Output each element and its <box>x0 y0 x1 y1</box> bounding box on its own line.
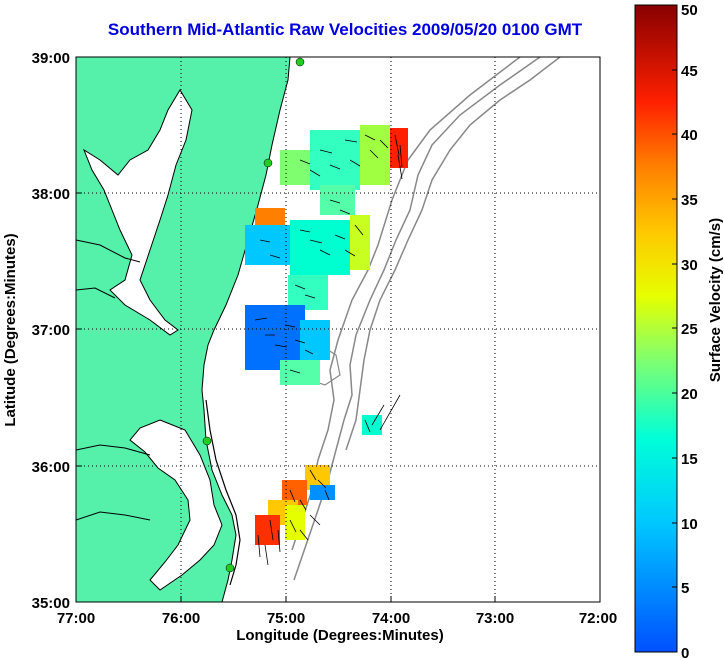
x-tick-label: 77:00 <box>57 610 95 627</box>
velocity-patch <box>280 150 310 185</box>
pamlico-sound <box>129 419 223 591</box>
colorbar-tick-label: 45 <box>681 63 698 80</box>
x-axis-label: Longitude (Degrees:Minutes) <box>236 627 444 644</box>
velocity-field <box>245 125 408 545</box>
bathymetry-contour-1000m <box>345 57 561 451</box>
colorbar-tick-label: 30 <box>681 257 698 274</box>
velocity-patch <box>320 185 355 215</box>
y-tick-label: 37:00 <box>32 322 70 339</box>
x-tick-label: 72:00 <box>579 610 617 627</box>
x-tick-label: 76:00 <box>162 610 200 627</box>
colorbar <box>634 4 678 653</box>
river-nc-1 <box>76 444 151 456</box>
velocity-patch <box>290 220 350 275</box>
chesapeake-bay <box>82 89 193 336</box>
velocity-patch <box>390 128 408 168</box>
y-tick-label: 38:00 <box>32 186 70 203</box>
radar-site-marker <box>295 57 305 67</box>
velocity-patch <box>255 208 285 228</box>
colorbar-tick-label: 20 <box>681 386 698 403</box>
colorbar-tick-label: 15 <box>681 451 698 468</box>
colorbar-label: Surface Velocity (cm/s) <box>707 218 724 382</box>
x-tick-label: 73:00 <box>476 610 514 627</box>
velocity-patch <box>245 225 290 265</box>
velocity-patch <box>280 360 320 385</box>
velocity-arrows <box>254 134 403 566</box>
colorbar-ticks <box>672 4 677 653</box>
velocity-patch <box>255 515 280 545</box>
velocity-patch <box>300 320 330 360</box>
x-tick-label: 75:00 <box>267 610 305 627</box>
velocity-patch <box>310 130 360 190</box>
colorbar-tick-label: 5 <box>681 580 689 597</box>
velocity-patch <box>350 215 370 270</box>
river-nc-2 <box>76 511 151 521</box>
map-title: Southern Mid-Atlantic Raw Velocities 200… <box>107 20 583 39</box>
radar-site-marker <box>263 158 273 168</box>
y-tick-label: 39:00 <box>32 50 70 67</box>
river-west-2 <box>76 287 116 299</box>
colorbar-tick-label: 50 <box>681 2 698 19</box>
radar-site-marker <box>225 563 235 573</box>
colorbar-tick-label: 40 <box>681 127 698 144</box>
velocity-patch <box>245 305 305 370</box>
x-tick-label: 74:00 <box>372 610 410 627</box>
velocity-patch <box>288 275 328 310</box>
colorbar-tick-label: 35 <box>681 192 698 209</box>
colorbar-tick-label: 10 <box>681 516 698 533</box>
radar-site-marker <box>202 436 212 446</box>
colorbar-tick-label: 25 <box>681 321 698 338</box>
axis-ticks <box>76 192 496 602</box>
y-tick-label: 35:00 <box>32 595 70 612</box>
y-axis-label: Latitude (Degrees:Minutes) <box>2 233 19 426</box>
velocity-patch <box>310 485 335 500</box>
velocity-patch <box>285 505 305 540</box>
y-tick-label: 36:00 <box>32 459 70 476</box>
outer-banks <box>205 399 241 586</box>
colorbar-tick-label: 0 <box>681 645 689 659</box>
grid <box>76 57 600 602</box>
river-west-1 <box>76 239 141 263</box>
